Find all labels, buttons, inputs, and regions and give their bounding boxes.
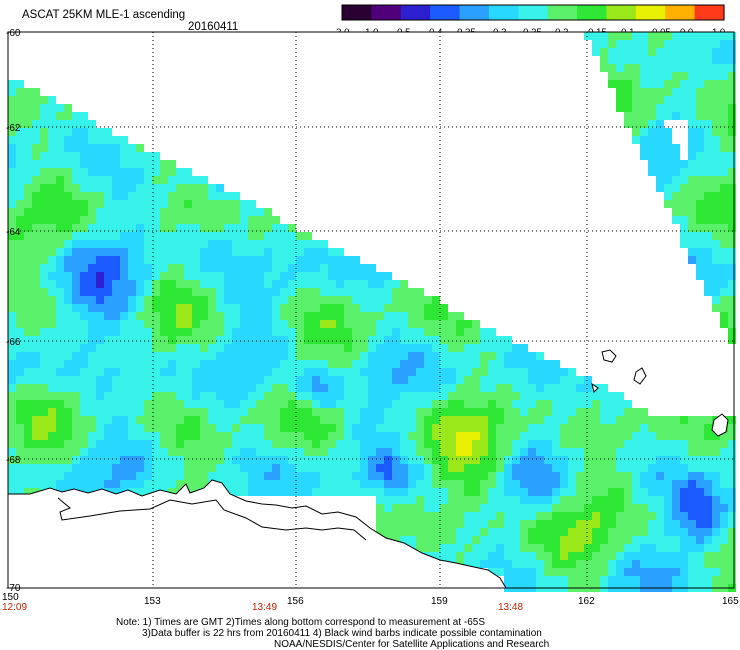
- wind-swath-data: [8, 32, 736, 592]
- map-panel: -60 -62 -64 -66 -68 -70 150 153 156 159 …: [2, 28, 739, 613]
- colorbar-swatch: [547, 5, 578, 20]
- lat-label: -70: [6, 583, 21, 594]
- colorbar-swatch: [342, 5, 372, 20]
- footer-note-line1: Note: 1) Times are GMT 2)Times along bot…: [116, 617, 485, 628]
- footer-credit: NOAA/NESDIS/Center for Satellite Applica…: [274, 639, 549, 650]
- lat-label: -62: [6, 123, 21, 134]
- lon-label: 162: [578, 596, 595, 607]
- antarctic-coastline: [7, 349, 729, 589]
- map-frame: [7, 31, 735, 589]
- colorbar-swatch: [430, 5, 461, 20]
- latitude-labels: -60 -62 -64 -66 -68 -70: [6, 28, 21, 594]
- coastline-inner-path: [57, 497, 367, 541]
- colorbar-swatch: [518, 5, 549, 20]
- colorbar-swatch: [606, 5, 637, 20]
- lat-label: -68: [6, 455, 21, 466]
- lat-label: -60: [6, 28, 21, 39]
- island-2: [633, 367, 647, 385]
- product-date: 20160411: [188, 21, 238, 33]
- colorbar-swatch: [371, 5, 402, 20]
- time-labels: 12:09 13:49 13:48: [2, 602, 523, 613]
- island-3: [591, 382, 599, 393]
- coastline-path: [7, 479, 507, 589]
- colorbar-swatch: [577, 5, 608, 20]
- lat-label: -66: [6, 337, 21, 348]
- colorbar-frame: [341, 4, 725, 21]
- island-4: [711, 413, 729, 437]
- longitude-labels: 150 153 156 159 162 165: [2, 592, 739, 607]
- lon-label: 165: [722, 596, 739, 607]
- graticule: [8, 32, 734, 588]
- lon-label: 156: [287, 596, 304, 607]
- lat-label: -64: [6, 227, 21, 238]
- colorbar-swatch: [400, 5, 431, 20]
- lon-label: 150: [2, 592, 19, 603]
- time-label: 12:09: [2, 602, 27, 613]
- colorbar-swatch: [459, 5, 490, 20]
- product-title: ASCAT 25KM MLE-1 ascending: [22, 9, 185, 21]
- colorbar-swatch: [488, 5, 519, 20]
- footer-note-line2: 3)Data buffer is 22 hrs from 20160411 4)…: [142, 628, 542, 639]
- lon-label: 159: [431, 596, 448, 607]
- time-label: 13:49: [252, 602, 277, 613]
- island-1: [601, 349, 617, 363]
- colorbar-swatch: [635, 5, 666, 20]
- colorbar-swatch: [665, 5, 696, 20]
- lon-label: 153: [144, 596, 161, 607]
- time-label: 13:48: [498, 602, 523, 613]
- colorbar-swatch: [694, 5, 725, 20]
- colorbar-swatches: [342, 5, 725, 20]
